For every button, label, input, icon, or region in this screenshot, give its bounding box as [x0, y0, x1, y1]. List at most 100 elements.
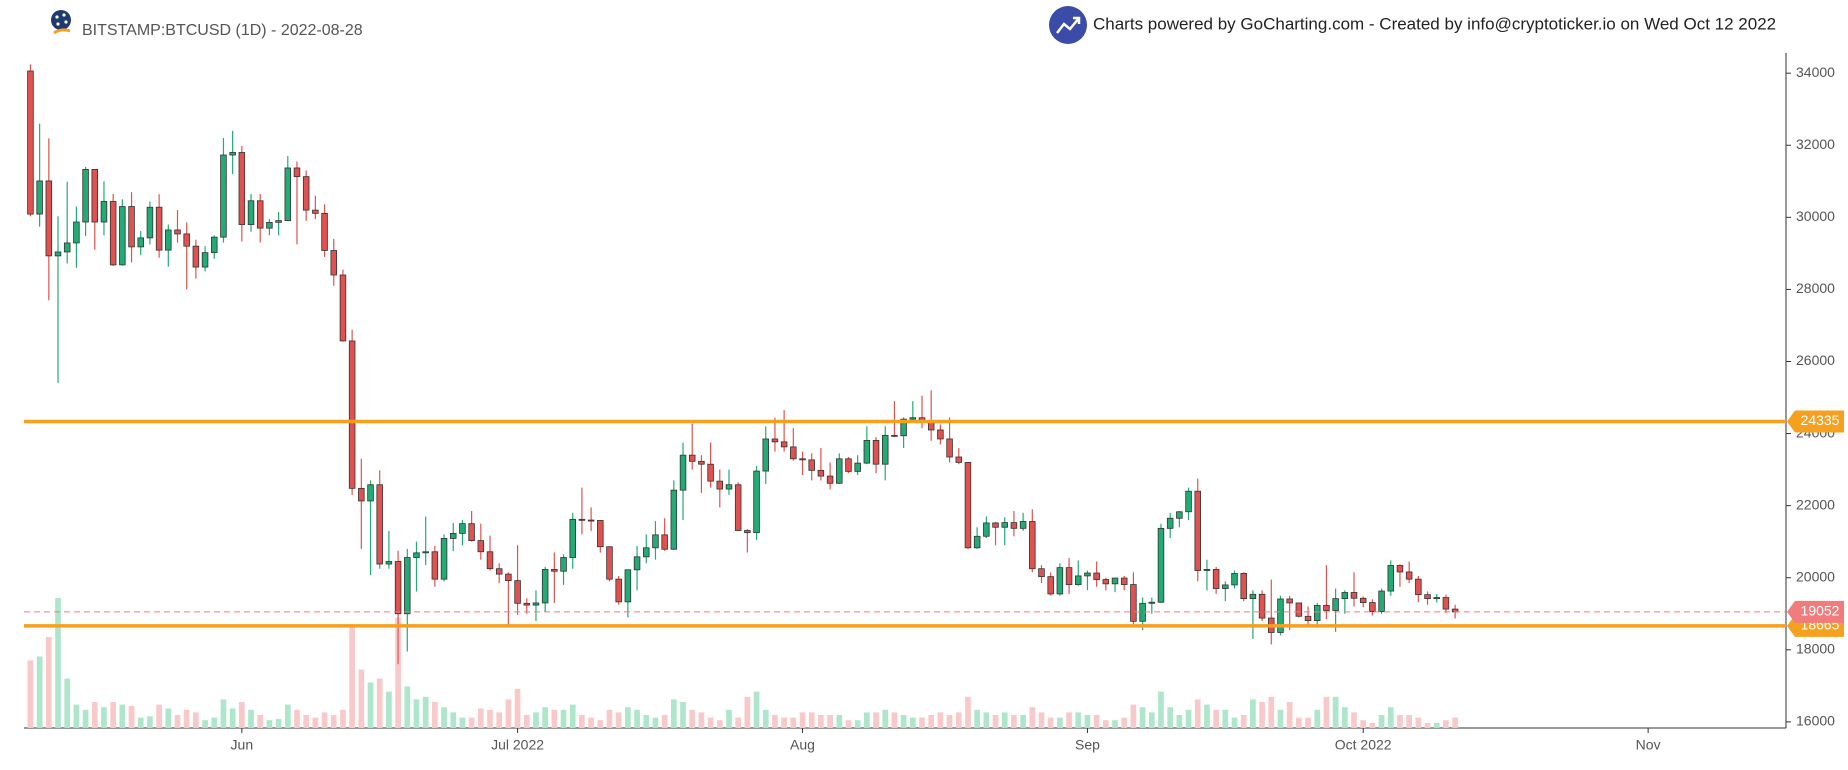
candle-body — [1010, 522, 1018, 529]
candle-body — [1130, 584, 1137, 622]
candle-body — [266, 221, 273, 229]
candle-body — [1240, 572, 1247, 600]
chart-title: BITSTAMP:BTCUSD (1D) - 2022-08-28 — [82, 22, 363, 39]
candle-body — [431, 551, 439, 580]
volume-bar — [367, 682, 374, 728]
candle-body — [1332, 598, 1339, 611]
volume-bar — [864, 712, 870, 728]
candle-body — [1093, 572, 1100, 580]
candle-body — [201, 252, 209, 268]
y-tick-label: 16000 — [1796, 713, 1835, 729]
candle-body — [863, 440, 871, 464]
volume-bar — [1415, 717, 1422, 728]
candle-body — [964, 461, 972, 549]
volume-bar — [1020, 715, 1026, 728]
candle-body — [734, 484, 742, 531]
volume-bar — [477, 708, 484, 728]
volume-bar — [542, 707, 549, 728]
candle-body — [275, 220, 282, 223]
candle-body — [128, 206, 135, 248]
candle-body — [1029, 521, 1036, 570]
candle-body — [229, 152, 236, 156]
candle-body — [983, 522, 990, 537]
volume-bar — [808, 712, 815, 728]
volume-bar — [652, 717, 659, 728]
volume-bar — [514, 689, 521, 728]
candle-body — [1231, 572, 1238, 586]
candle-body — [1350, 592, 1358, 599]
candle-body — [551, 569, 558, 572]
chart-subtitle: Charts powered by GoCharting.com - Creat… — [1093, 14, 1776, 33]
volume-bar — [174, 715, 181, 728]
volume-bar — [395, 617, 401, 728]
y-tick-label: 22000 — [1796, 496, 1835, 512]
candle-body — [1359, 597, 1367, 603]
volume-bar — [64, 678, 71, 728]
y-tick-label: 20000 — [1796, 568, 1835, 584]
volume-bar — [165, 708, 172, 728]
candle-body — [1148, 601, 1156, 604]
candle-body — [1203, 569, 1211, 571]
volume-bar — [1130, 704, 1137, 728]
volume-bar — [73, 704, 80, 728]
volume-bar — [643, 715, 650, 728]
candle-body — [293, 167, 301, 178]
volume-bar — [91, 702, 98, 728]
y-tick-label: 32000 — [1796, 136, 1835, 152]
volume-bar — [1047, 717, 1054, 728]
candle-body — [1313, 605, 1321, 622]
candle-body — [1047, 576, 1054, 595]
candle-body — [468, 523, 475, 542]
volume-bar — [588, 717, 594, 728]
candle-body — [909, 417, 917, 420]
volume-bar — [781, 717, 787, 728]
volume-bar — [413, 699, 420, 728]
candle-body — [845, 458, 852, 472]
volume-bar — [1167, 707, 1174, 728]
candle-body — [137, 237, 144, 248]
volume-bar — [1011, 715, 1017, 728]
x-tick-label: Nov — [1636, 737, 1661, 753]
volume-bar — [1406, 715, 1413, 728]
volume-bar — [992, 715, 999, 728]
candle-body — [1286, 598, 1293, 604]
candle-body — [1405, 571, 1413, 580]
candle-body — [1424, 594, 1431, 600]
x-tick-label: Jun — [231, 737, 254, 753]
volume-bar — [762, 709, 769, 728]
candle-body — [495, 568, 503, 575]
volume-bar — [615, 712, 622, 728]
candle-body — [1277, 598, 1284, 633]
candle-body — [587, 519, 595, 522]
volume-bar — [1268, 696, 1275, 728]
candle-body — [477, 540, 485, 553]
volume-bar — [1176, 715, 1183, 728]
candle-body — [459, 523, 466, 534]
volume-bar — [891, 712, 898, 728]
candle-body — [578, 518, 586, 521]
volume-bar — [1351, 712, 1357, 728]
candle-body — [284, 167, 292, 221]
volume-bar — [45, 637, 52, 728]
candle-body — [367, 484, 374, 502]
volume-bar — [836, 715, 843, 728]
volume-bar — [229, 708, 236, 728]
y-tick-label: 18000 — [1796, 640, 1835, 656]
candle-body — [302, 176, 310, 211]
candle-body — [146, 206, 154, 239]
candle-body — [119, 206, 126, 266]
volume-bar — [597, 720, 604, 728]
volume-bar — [505, 699, 512, 728]
volume-bar — [1433, 722, 1440, 728]
volume-bar — [845, 720, 852, 728]
candle-body — [1258, 593, 1266, 619]
candle-body — [1111, 577, 1119, 585]
volume-bar — [147, 716, 153, 728]
volume-bar — [1286, 702, 1293, 728]
volume-bar — [1424, 722, 1431, 728]
volume-bar — [937, 712, 944, 728]
candle-body — [606, 546, 613, 580]
candle-body — [523, 602, 531, 606]
volume-bar — [119, 704, 126, 728]
volume-bar — [634, 709, 640, 728]
